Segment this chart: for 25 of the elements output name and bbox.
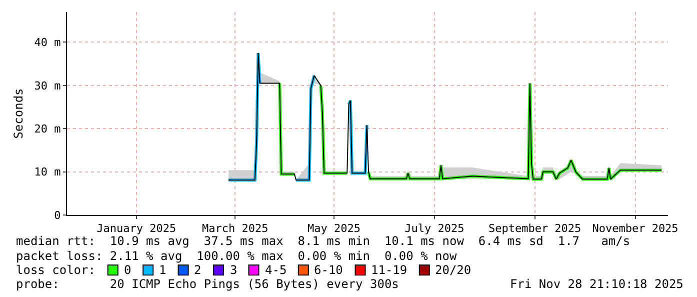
y-tick-label: 10 m: [34, 166, 62, 179]
x-tick-label: September 2025: [488, 222, 582, 236]
y-tick-label: 0: [54, 208, 61, 222]
x-tick-label: March 2025: [202, 222, 268, 236]
text: Fri Nov 28 21:10:18 2025: [510, 277, 684, 291]
legend-label: 2: [194, 263, 202, 277]
text: packet loss: 2.11 % avg 100.00 % max 0.00 % min 0.00 % now: [16, 249, 458, 263]
y-tick-label: 40 m: [34, 36, 62, 50]
legend-label: 0: [124, 263, 132, 277]
legend-label: 6-10: [314, 263, 343, 277]
text: median rtt: 10.9 ms avg 37.5 ms max 8.1 ms min 10.1 ms now 6.4 ms sd 1.7 am/s: [16, 234, 630, 248]
y-tick-label: 30 m: [34, 79, 62, 92]
legend-label: 3: [230, 263, 238, 277]
x-tick-label: May 2025: [307, 222, 360, 236]
text: probe: 20 ICMP Echo Pings (56 Bytes) every 300s: [16, 277, 399, 291]
x-tick-label: November 2025: [592, 222, 678, 236]
y-axis-title: Seconds: [12, 88, 26, 139]
legend-label: 11-19: [371, 263, 408, 277]
x-tick-label: July 2025: [404, 222, 464, 236]
x-tick-label: January 2025: [96, 222, 176, 236]
legend-label: 20/20: [435, 263, 472, 277]
legend-title: loss color:: [16, 263, 96, 277]
y-tick-label: 20 m: [34, 122, 62, 136]
legend-label: 1: [159, 263, 166, 277]
legend-label: 4-5: [265, 263, 287, 277]
